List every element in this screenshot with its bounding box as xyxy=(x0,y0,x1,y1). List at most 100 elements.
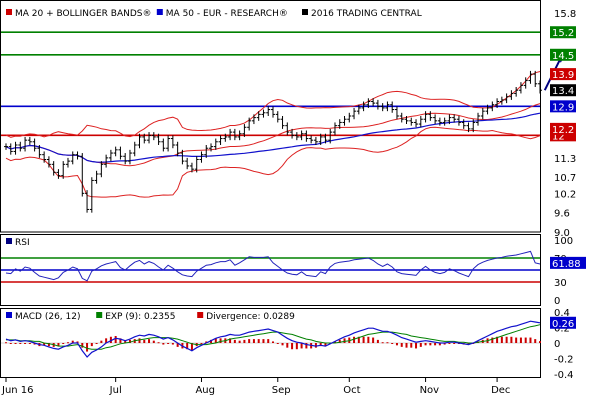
x-tick-label: Aug xyxy=(195,385,215,396)
divergence-bar xyxy=(314,343,317,348)
price-y-tick-label: 10.7 xyxy=(554,173,576,184)
divergence-bar xyxy=(148,339,151,343)
divergence-bar xyxy=(496,336,499,343)
divergence-bar xyxy=(190,343,193,350)
divergence-bar xyxy=(19,343,22,344)
divergence-bar xyxy=(338,339,341,343)
price-tag xyxy=(550,68,576,81)
divergence-bar xyxy=(66,342,69,344)
divergence-bar xyxy=(395,343,398,346)
divergence-bar xyxy=(500,336,503,343)
level-tag xyxy=(550,26,576,39)
price-tag xyxy=(550,84,576,97)
divergence-bar xyxy=(381,342,384,344)
level-tag-label: 15.2 xyxy=(552,28,574,39)
x-tick-label: Sep xyxy=(272,385,291,396)
rsi-line xyxy=(5,250,541,282)
divergence-bar xyxy=(33,343,36,345)
x-tick-label: Oct xyxy=(343,385,360,396)
legend-label: MA 20 + BOLLINGER BANDS® xyxy=(15,9,152,19)
divergence-bar xyxy=(28,343,31,344)
divergence-bar xyxy=(105,338,108,343)
divergence-bar xyxy=(5,342,7,344)
divergence-bar xyxy=(286,343,289,348)
x-tick-label: Jun 16 xyxy=(1,385,34,396)
price-tag-label: 13.9 xyxy=(552,70,574,81)
divergence-bar xyxy=(372,337,375,343)
divergence-bar xyxy=(391,343,394,344)
divergence-bar xyxy=(429,343,432,346)
ma50-line xyxy=(5,112,541,163)
divergence-bar xyxy=(534,339,537,343)
divergence-bar xyxy=(167,343,170,344)
macd-y-tick-label: -0.2 xyxy=(554,355,574,366)
divergence-bar xyxy=(505,336,508,343)
divergence-bar xyxy=(24,343,27,344)
rsi-value-label: 61.88 xyxy=(552,259,581,270)
divergence-bar xyxy=(128,339,131,343)
macd-value-tag xyxy=(550,316,576,329)
divergence-bar xyxy=(86,343,89,352)
divergence-bar xyxy=(305,343,308,349)
divergence-bar xyxy=(357,336,360,343)
price-tag-label: 12.2 xyxy=(552,125,574,136)
price-y-tick-label: 9.0 xyxy=(554,228,570,239)
divergence-bar xyxy=(362,336,365,343)
divergence-bar xyxy=(138,338,141,343)
divergence-bar xyxy=(100,340,103,343)
divergence-bar xyxy=(233,339,236,343)
macd-y-tick-label: -0.4 xyxy=(554,370,574,381)
macd-legend-label: EXP (9): 0.2355 xyxy=(105,312,175,322)
divergence-bar xyxy=(529,337,532,343)
signal-line xyxy=(6,324,541,350)
macd-value-label: 0.26 xyxy=(552,319,574,330)
x-tick-label: Jul xyxy=(109,385,122,396)
x-tick-label: Nov xyxy=(420,385,440,396)
price-tag xyxy=(550,122,576,135)
macd-legend-label: MACD (26, 12) xyxy=(15,312,81,322)
divergence-bar xyxy=(405,343,408,348)
divergence-bar xyxy=(524,337,527,343)
divergence-bar xyxy=(214,338,217,343)
macd-line xyxy=(5,320,541,358)
level-tag-label: 12.9 xyxy=(552,102,574,113)
level-tag xyxy=(550,100,576,113)
divergence-bar xyxy=(171,343,174,345)
divergence-bar xyxy=(210,339,213,343)
divergence-bar xyxy=(376,339,379,343)
divergence-bar xyxy=(400,343,403,347)
divergence-bar xyxy=(219,338,222,343)
legend-label: MA 50 - EUR - RESEARCH® xyxy=(166,9,288,19)
level-tag xyxy=(550,48,576,61)
divergence-bar xyxy=(143,339,146,343)
rsi-value-tag xyxy=(550,256,586,269)
divergence-bar xyxy=(162,343,165,345)
legend-swatch xyxy=(6,9,12,15)
x-tick-label: Dec xyxy=(491,385,510,396)
divergence-bar xyxy=(14,343,17,344)
macd-legend-swatch xyxy=(6,312,12,318)
divergence-bar xyxy=(43,343,46,346)
divergence-bar xyxy=(252,339,255,343)
legend-label: 2016 TRADING CENTRAL xyxy=(311,9,422,19)
macd-panel: 0.4 0.2 0 -0.2 -0.4 0.26 MACD (26, 12) EXP (9):… xyxy=(0,308,576,381)
divergence-bar xyxy=(515,337,518,343)
divergence-bar xyxy=(267,339,270,343)
divergence-bar xyxy=(47,343,50,347)
divergence-bar xyxy=(281,343,284,346)
legend-swatch xyxy=(156,9,163,15)
divergence-bar xyxy=(276,343,279,344)
divergence-bar xyxy=(443,343,446,345)
macd-legend-swatch xyxy=(197,312,204,318)
divergence-bar xyxy=(410,343,413,348)
rsi-y-tick-label: 0 xyxy=(554,296,560,307)
price-y-tick-label: 10.2 xyxy=(554,189,576,200)
divergence-bar xyxy=(467,343,470,345)
divergence-bar xyxy=(491,337,494,343)
divergence-bar xyxy=(424,343,427,346)
divergence-bar xyxy=(262,339,265,343)
bollinger-lower-line xyxy=(5,126,541,198)
divergence-bar xyxy=(205,341,208,343)
divergence-bar xyxy=(295,343,298,350)
